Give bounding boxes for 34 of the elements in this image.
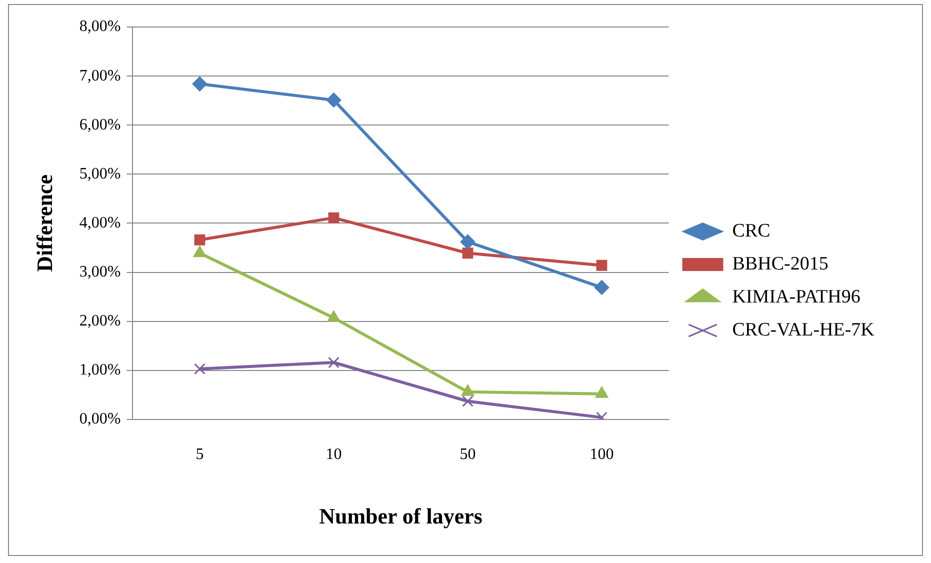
point — [193, 246, 206, 258]
y-tick-label: 6,00% — [79, 116, 121, 134]
y-tick-label: 4,00% — [79, 214, 121, 232]
point — [326, 92, 342, 108]
point — [194, 234, 206, 246]
y-tick-label: 8,00% — [79, 18, 121, 36]
point — [328, 356, 340, 368]
point — [596, 260, 608, 271]
x-tick-label: 50 — [460, 446, 476, 464]
y-tick-label: 0,00% — [79, 410, 121, 428]
point — [462, 248, 474, 259]
point — [194, 363, 206, 375]
point — [192, 76, 208, 92]
point — [594, 280, 610, 295]
y-tick-label: 5,00% — [79, 165, 121, 182]
legend-label: CRC-VAL-HE-7K — [732, 319, 875, 340]
point — [462, 396, 474, 407]
point — [595, 386, 608, 398]
x-axis-title: Number of layers — [319, 503, 483, 528]
y-tick-label: 2,00% — [79, 312, 121, 330]
legend-label: BBHC-2015 — [732, 253, 828, 274]
y-tick-label: 7,00% — [79, 67, 121, 84]
x-tick-label: 100 — [590, 446, 614, 464]
y-axis-title: Difference — [32, 174, 57, 272]
y-tick-label: 1,00% — [79, 362, 121, 379]
legend-label: KIMIA-PATH96 — [732, 286, 860, 308]
y-tick-label: 3,00% — [79, 263, 121, 280]
legend-label: CRC — [732, 220, 770, 242]
x-tick-label: 5 — [196, 446, 204, 464]
point — [460, 234, 476, 250]
point — [327, 310, 340, 322]
point — [461, 384, 474, 396]
point — [328, 212, 340, 224]
x-tick-label: 10 — [326, 446, 342, 464]
